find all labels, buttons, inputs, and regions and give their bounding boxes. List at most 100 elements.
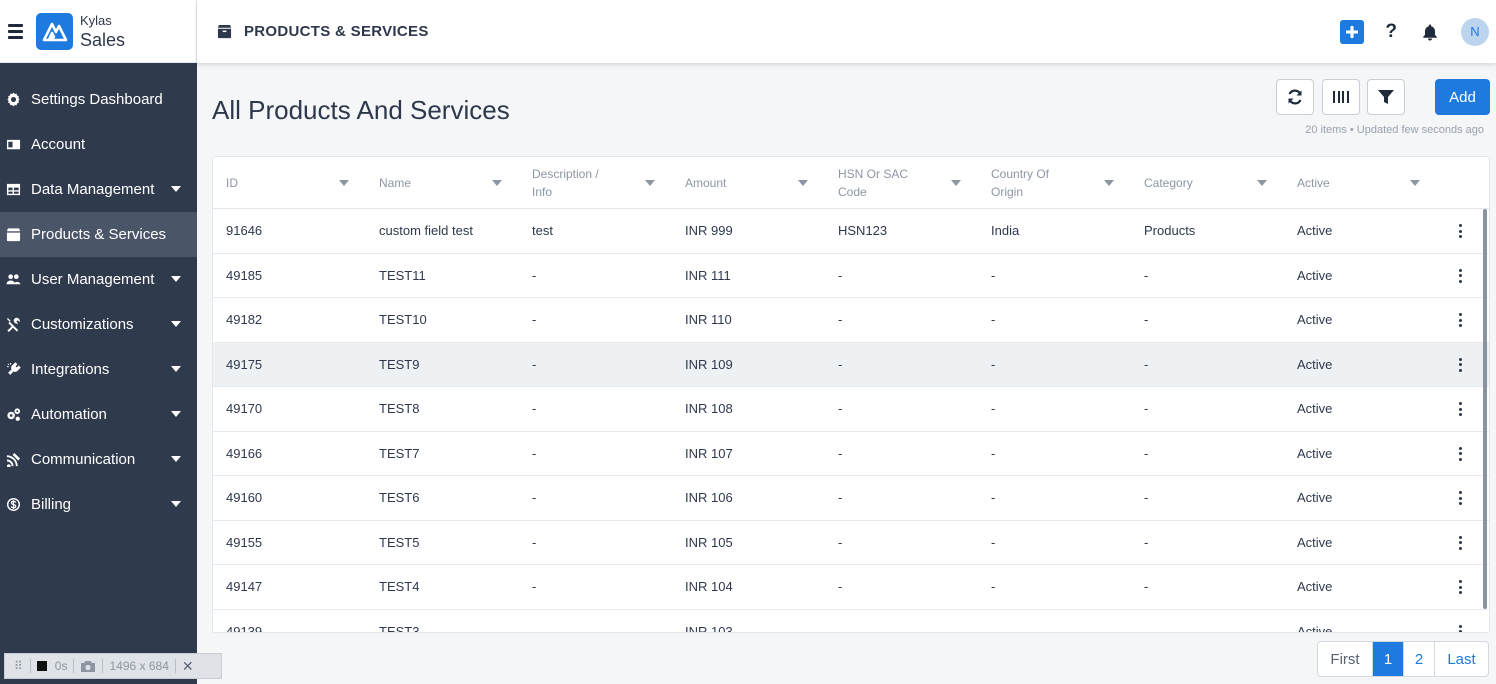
table-row[interactable]: 49182 TEST10 - INR 110 - - - Active [213,298,1489,343]
table-cell: INR 108 [685,401,733,417]
table-row[interactable]: 49155 TEST5 - INR 105 - - - Active [213,521,1489,565]
sidebar-item-communication[interactable]: Communication [0,437,197,482]
table-cell: INR 106 [685,490,733,506]
add-button[interactable]: Add [1435,79,1490,115]
table-cell: - [838,579,843,595]
filter-button[interactable] [1367,79,1405,115]
refresh-button[interactable] [1276,79,1314,115]
table-cell: - [1144,490,1149,506]
table-row[interactable]: 49166 TEST7 - INR 107 - - - Active [213,432,1489,476]
hamburger-menu-icon[interactable] [0,16,30,46]
recorder-toolbar: ⠿ 0s 1496 x 684 ✕ [4,653,222,679]
column-header-label: ID [226,174,321,192]
chevron-down-icon[interactable] [1104,180,1114,186]
column-header-label: Active [1297,174,1392,192]
columns-button[interactable] [1322,79,1360,115]
table-cell: India [991,223,1020,239]
column-header[interactable]: HSN Or SAC Code [825,157,978,208]
help-button[interactable]: ? [1385,20,1397,42]
row-actions-icon[interactable] [1456,312,1464,328]
column-header-line: Info [532,184,553,199]
pagination-first[interactable]: First [1330,650,1360,668]
chevron-down-icon[interactable] [951,180,961,186]
row-actions-icon[interactable] [1456,535,1464,551]
user-avatar[interactable]: N [1461,17,1489,46]
sidebar-item-customizations[interactable]: Customizations [0,302,197,347]
table-cell: INR 109 [685,356,733,372]
sidebar-item-integrations[interactable]: Integrations [0,347,197,392]
sidebar-item-settings-dashboard[interactable]: Settings Dashboard [0,77,197,122]
row-actions-icon[interactable] [1456,223,1464,239]
column-header[interactable]: Active [1284,157,1437,208]
sidebar-item-automation[interactable]: Automation [0,392,197,437]
table-row[interactable]: 49139 TEST3 - INR 103 - - - Active [213,610,1489,633]
table-cell: Active [1297,534,1333,550]
table-cell: Active [1297,579,1333,595]
table-row[interactable]: 49185 TEST11 - INR 111 - - - Active [213,254,1489,298]
column-header-label: Amount [685,174,780,192]
column-header[interactable]: Amount [672,157,825,208]
sidebar-item-products-services[interactable]: Products & Services [0,212,197,257]
box-icon [5,226,22,243]
table-cell: TEST10 [379,312,427,328]
chevron-down-icon[interactable] [645,180,655,186]
column-header[interactable]: Description / Info [519,157,672,208]
table-cell: - [1144,267,1149,283]
chevron-down-icon[interactable] [1410,180,1420,186]
chevron-down-icon [171,501,181,507]
table-row[interactable]: 91646 custom field test test INR 999 HSN123 I… [213,209,1489,254]
table-cell: - [838,490,843,506]
stop-icon[interactable] [36,661,47,671]
table-row[interactable]: 49147 TEST4 - INR 104 - - - Active [213,565,1489,610]
close-icon[interactable]: ✕ [181,657,194,674]
pagination-page-2[interactable]: 2 [1403,642,1434,676]
table-cell: INR 103 [685,623,733,633]
camera-icon[interactable] [80,660,96,673]
column-header[interactable]: Country Of Origin [978,157,1131,208]
column-header[interactable]: Name [366,157,519,208]
row-actions-icon[interactable] [1456,357,1464,373]
column-header[interactable]: Category [1131,157,1284,208]
sidebar-item-data-management[interactable]: Data Management [0,167,197,212]
sidebar: Kylas Sales Settings Dashboard Account Dat… [0,0,197,684]
table-cell: Active [1297,356,1333,372]
bell-icon[interactable] [1421,23,1439,41]
row-actions-icon[interactable] [1456,268,1464,284]
chevron-down-icon[interactable] [492,180,502,186]
column-header[interactable]: ID [213,157,366,208]
row-actions-icon[interactable] [1456,490,1464,506]
column-header-line: Amount [685,175,727,190]
table-cell: - [991,623,996,633]
table-row[interactable]: 49170 TEST8 - INR 108 - - - Active [213,387,1489,432]
table-cell: HSN123 [838,223,888,239]
sidebar-item-user-management[interactable]: User Management [0,257,197,302]
table-body: 91646 custom field test test INR 999 HSN123 I… [213,209,1489,633]
sidebar-item-label: Billing [31,496,72,513]
pagination: First 1 2 Last [1317,641,1489,677]
chevron-down-icon [171,456,181,462]
sidebar-item-label: Integrations [31,361,110,378]
sidebar-item-billing[interactable]: Billing [0,482,197,527]
table-cell: - [991,312,996,328]
chevron-down-icon [171,411,181,417]
drag-handle-icon[interactable]: ⠿ [14,659,24,673]
row-actions-icon[interactable] [1456,446,1464,462]
table-row[interactable]: 49175 TEST9 - INR 109 - - - Active [213,342,1489,387]
table-scrollbar[interactable] [1483,209,1487,609]
chevron-down-icon[interactable] [339,180,349,186]
pagination-last[interactable]: Last [1434,642,1488,676]
table-cell: 49139 [226,623,263,633]
table-cell: - [838,267,843,283]
id-card-icon [5,136,22,153]
row-actions-icon[interactable] [1456,579,1464,595]
table-cell: - [532,534,537,550]
table-row[interactable]: 49160 TEST6 - INR 106 - - - Active [213,476,1489,521]
chevron-down-icon[interactable] [798,180,808,186]
row-actions-icon[interactable] [1456,401,1464,417]
pagination-page-1[interactable]: 1 [1372,642,1403,676]
sidebar-item-account[interactable]: Account [0,122,197,167]
quick-add-button[interactable] [1340,19,1365,44]
row-actions-icon[interactable] [1456,624,1464,632]
brand-bar: Kylas Sales [0,0,197,63]
chevron-down-icon[interactable] [1257,180,1267,186]
